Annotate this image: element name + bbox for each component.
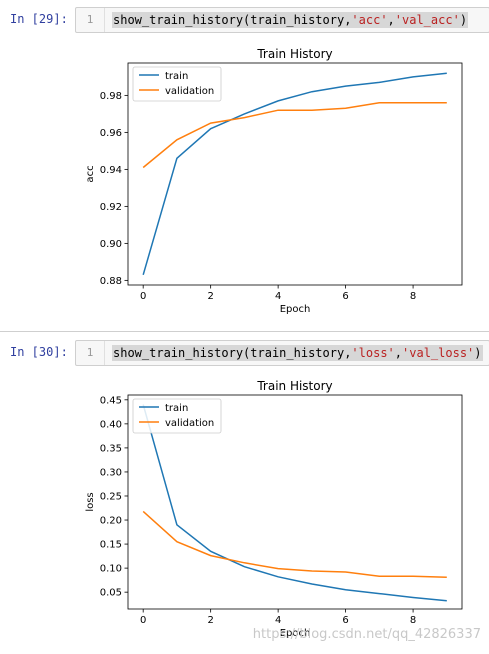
code-line[interactable]: show_train_history(train_history,'acc','… xyxy=(112,12,469,28)
x-tick-label: 4 xyxy=(275,291,281,302)
code-arg-val-metric: 'val_loss' xyxy=(402,346,475,360)
code-close: ) xyxy=(474,346,482,360)
x-tick-label: 2 xyxy=(207,615,213,626)
y-axis-label: loss xyxy=(85,492,96,511)
cell-prompt: In [30]: xyxy=(10,345,68,359)
cell-prompt: In [29]: xyxy=(10,12,68,26)
line-number: 1 xyxy=(76,341,105,365)
x-tick-label: 6 xyxy=(342,291,348,302)
code-close: ) xyxy=(459,13,468,27)
x-tick-label: 0 xyxy=(140,615,146,626)
y-tick-label: 0.05 xyxy=(100,588,122,599)
x-tick-label: 4 xyxy=(275,615,281,626)
y-tick-label: 0.98 xyxy=(100,91,122,102)
y-tick-label: 0.92 xyxy=(100,202,122,213)
y-tick-label: 0.40 xyxy=(100,419,122,430)
code-func: show_train_history(train_history, xyxy=(113,13,352,27)
y-tick-label: 0.45 xyxy=(100,395,122,406)
line-number: 1 xyxy=(76,8,105,32)
loss-chart: Train History 0 2 4 6 8 0.05 0.10 0.15 0.20 0.25 0.… xyxy=(85,379,463,639)
x-axis-label: Epoch xyxy=(280,304,311,315)
x-axis-label: Epoch xyxy=(280,628,311,639)
code-arg-metric: 'acc' xyxy=(351,13,388,27)
code-arg-metric: 'loss' xyxy=(351,346,395,360)
code-sep: , xyxy=(394,346,403,360)
y-tick-label: 0.20 xyxy=(100,516,122,527)
y-tick-label: 0.35 xyxy=(100,443,122,454)
chart-title: Train History xyxy=(256,379,332,393)
series-line-validation xyxy=(142,510,447,579)
y-tick-label: 0.90 xyxy=(100,239,122,250)
cell-divider xyxy=(0,331,489,332)
acc-chart: Train History 0 2 4 6 8 0.88 0.90 0.92 0.94 0.96 0.… xyxy=(85,47,463,315)
legend-label-validation: validation xyxy=(165,86,214,97)
series-line-train xyxy=(142,404,447,602)
x-tick-label: 0 xyxy=(140,291,146,302)
x-tick-label: 8 xyxy=(410,291,416,302)
plot-frame xyxy=(127,62,463,286)
y-tick-label: 0.88 xyxy=(100,276,122,287)
y-tick-label: 0.94 xyxy=(100,165,122,176)
x-tick-label: 8 xyxy=(410,615,416,626)
y-tick-label: 0.10 xyxy=(100,564,122,575)
series-line-validation xyxy=(142,102,447,169)
y-tick-label: 0.15 xyxy=(100,540,122,551)
y-axis-label: acc xyxy=(85,165,96,182)
series-line-train xyxy=(142,72,447,276)
plot-frame xyxy=(127,394,463,610)
code-input[interactable]: 1 show_train_history(train_history,'acc'… xyxy=(75,7,489,33)
output-chart-acc: Train History 0 2 4 6 8 0.88 0.90 0.92 0.94 0.96 0.… xyxy=(0,40,489,324)
code-sep: , xyxy=(387,13,395,27)
y-tick-label: 0.25 xyxy=(100,491,122,502)
code-arg-val-metric: 'val_acc' xyxy=(394,13,460,27)
code-func: show_train_history(train_history, xyxy=(113,346,352,360)
code-input[interactable]: 1 show_train_history(train_history,'loss… xyxy=(75,340,489,366)
legend-label-train: train xyxy=(165,403,188,414)
y-tick-label: 0.96 xyxy=(100,128,122,139)
output-chart-loss: Train History 0 2 4 6 8 0.05 0.10 0.15 0.20 0.25 0.… xyxy=(0,372,489,654)
chart-title: Train History xyxy=(256,47,332,61)
y-tick-label: 0.30 xyxy=(100,467,122,478)
x-tick-label: 6 xyxy=(342,615,348,626)
legend-label-validation: validation xyxy=(165,418,214,429)
legend-label-train: train xyxy=(165,71,188,82)
code-line[interactable]: show_train_history(train_history,'loss',… xyxy=(112,345,483,361)
x-tick-label: 2 xyxy=(207,291,213,302)
watermark: https://blog.csdn.net/qq_42826337 xyxy=(252,627,481,642)
